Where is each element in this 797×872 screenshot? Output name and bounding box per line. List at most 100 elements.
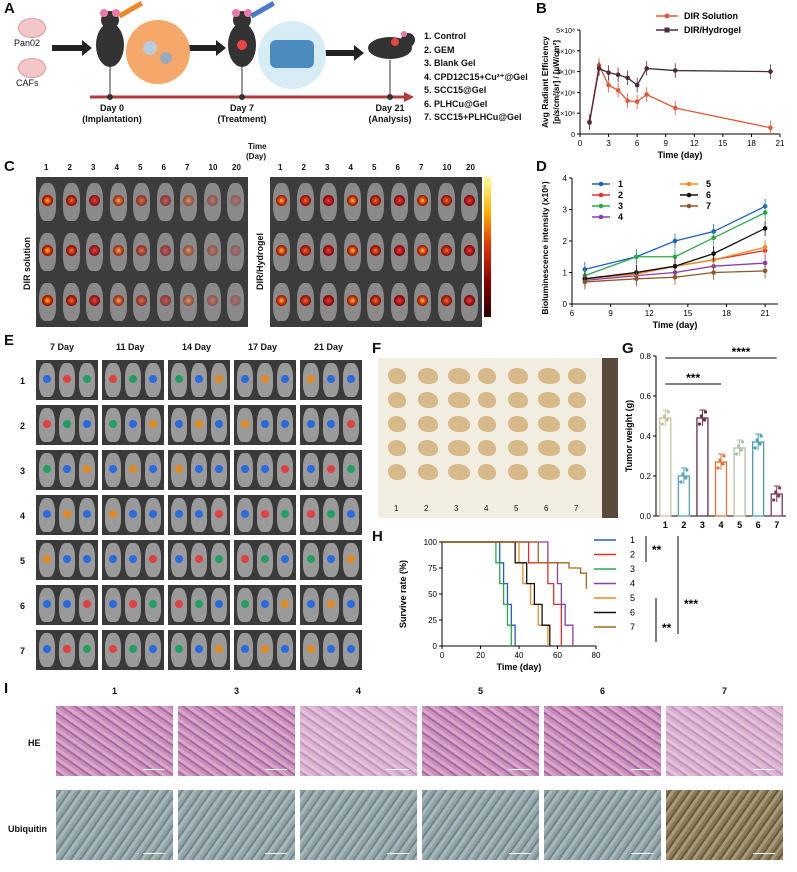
- bioluminescence-signal: [347, 600, 355, 608]
- panel-label-g: G: [622, 340, 634, 357]
- tumor: [538, 464, 560, 480]
- bioluminescence-signal: [43, 375, 51, 383]
- panel-f-photo: 1 2 3 4 5 6 7: [378, 358, 618, 518]
- bioluminescence-signal: [281, 645, 289, 653]
- e-image-cell: [102, 495, 164, 535]
- x-tick-label: 5: [737, 520, 742, 528]
- data-point: [672, 68, 678, 73]
- mouse-image: [227, 233, 244, 271]
- x-axis-label: Time (day): [653, 320, 698, 330]
- panel-c: Time (Day) 1 2 3 4 5 6 7 10 20 1 2 3 4 5 6 7 10 20 DIR s…: [0, 140, 530, 330]
- day-label: 4: [348, 163, 353, 172]
- fluorescence-signal: [299, 245, 311, 256]
- fluorescence-signal: [230, 245, 241, 256]
- data-point: [778, 486, 782, 490]
- bioluminescence-signal: [43, 645, 51, 653]
- mouse-image: [227, 283, 244, 321]
- tumor: [448, 416, 470, 432]
- e-image-cell: [300, 405, 362, 445]
- mouse-image: [203, 183, 221, 221]
- series-line-DIR/Hydrogel: [588, 67, 771, 123]
- mouse-image: [277, 453, 293, 487]
- bioluminescence-signal: [83, 645, 91, 653]
- data-point: [759, 434, 763, 438]
- scale-bar: [265, 769, 287, 770]
- mouse-image: [59, 498, 75, 532]
- mouse-image: [303, 363, 319, 397]
- bioluminescence-signal: [63, 645, 71, 653]
- mouse-image: [343, 453, 359, 487]
- mouse-image: [227, 183, 244, 221]
- bioluminescence-signal: [63, 420, 71, 428]
- bioluminescence-signal: [347, 465, 355, 473]
- mouse-image: [237, 498, 253, 532]
- e-row-label: 5: [20, 556, 26, 566]
- fluorescence-signal: [159, 295, 171, 306]
- tumor: [388, 368, 406, 384]
- fluorescence-signal: [323, 295, 334, 306]
- legend-label: 2: [630, 550, 635, 560]
- mouse-image: [39, 633, 55, 667]
- data-point: [634, 82, 640, 88]
- mouse-image: [79, 453, 95, 487]
- bioluminescence-signal: [195, 600, 203, 608]
- data-point: [660, 422, 664, 426]
- c-days-left: 1 2 3 4 5 6 7 10 20: [38, 163, 244, 175]
- e-day-label: 11 Day: [116, 342, 145, 352]
- bioluminescence-signal: [83, 420, 91, 428]
- data-point: [672, 105, 678, 111]
- bioluminescence-signal: [83, 600, 91, 608]
- y-tick-label: 4×10⁸: [556, 49, 575, 56]
- y-tick-label: 0.4: [640, 432, 652, 441]
- mouse-image: [125, 453, 141, 487]
- mouse-image: [296, 233, 314, 271]
- fluorescence-signal: [370, 195, 381, 206]
- tumor: [508, 368, 528, 384]
- mouse-image: [125, 363, 141, 397]
- i-col-label: 3: [234, 686, 240, 696]
- tumor: [508, 392, 528, 408]
- panel-i: 1 3 4 5 6 7 HE Ubiquitin: [0, 684, 797, 872]
- legend-marker: [686, 181, 692, 187]
- mouse-image: [203, 233, 221, 271]
- group-item: 6. PLHCu@Gel: [424, 98, 488, 109]
- fluorescence-signal: [206, 295, 218, 306]
- cell-label-pan02: Pan02: [14, 38, 41, 48]
- e-row-label: 2: [20, 421, 26, 431]
- tumor: [478, 440, 496, 456]
- mouse-image: [133, 233, 150, 271]
- data-point: [672, 263, 678, 269]
- bioluminescence-signal: [109, 555, 117, 563]
- bioluminescence-signal: [261, 510, 269, 518]
- data-point: [666, 410, 670, 414]
- e-image-cell: [168, 405, 230, 445]
- tumor: [418, 440, 438, 456]
- y-tick-label: 3: [563, 206, 568, 215]
- mouse-image: [303, 633, 319, 667]
- mouse-image: [367, 283, 384, 321]
- bioluminescence-signal: [347, 555, 355, 563]
- fluorescence-signal: [393, 195, 405, 206]
- bioluminescence-signal: [261, 375, 269, 383]
- mouse-image: [211, 363, 227, 397]
- mouse-image: [191, 408, 207, 442]
- bioluminescence-signal: [307, 645, 315, 653]
- y-axis-label: Survive rate (%): [398, 560, 408, 628]
- bioluminescence-signal: [195, 465, 203, 473]
- e-image-cell: [102, 405, 164, 445]
- data-point: [625, 75, 630, 81]
- f-label: 3: [454, 504, 459, 513]
- fluorescence-signal: [159, 245, 171, 256]
- e-image-cell: [300, 450, 362, 490]
- mouse-image: [390, 233, 408, 271]
- data-point: [634, 276, 639, 282]
- fluorescence-signal: [42, 245, 53, 256]
- group-list: 1. Control 2. GEM 3. Blank Gel 4. CPD12C…: [424, 30, 528, 125]
- data-point: [777, 494, 781, 498]
- mouse-image: [320, 233, 337, 271]
- fluorescence-signal: [299, 295, 311, 306]
- e-image-cell: [36, 540, 98, 580]
- data-point: [697, 422, 702, 426]
- timeline-day7-desc: (Treatment): [217, 114, 267, 124]
